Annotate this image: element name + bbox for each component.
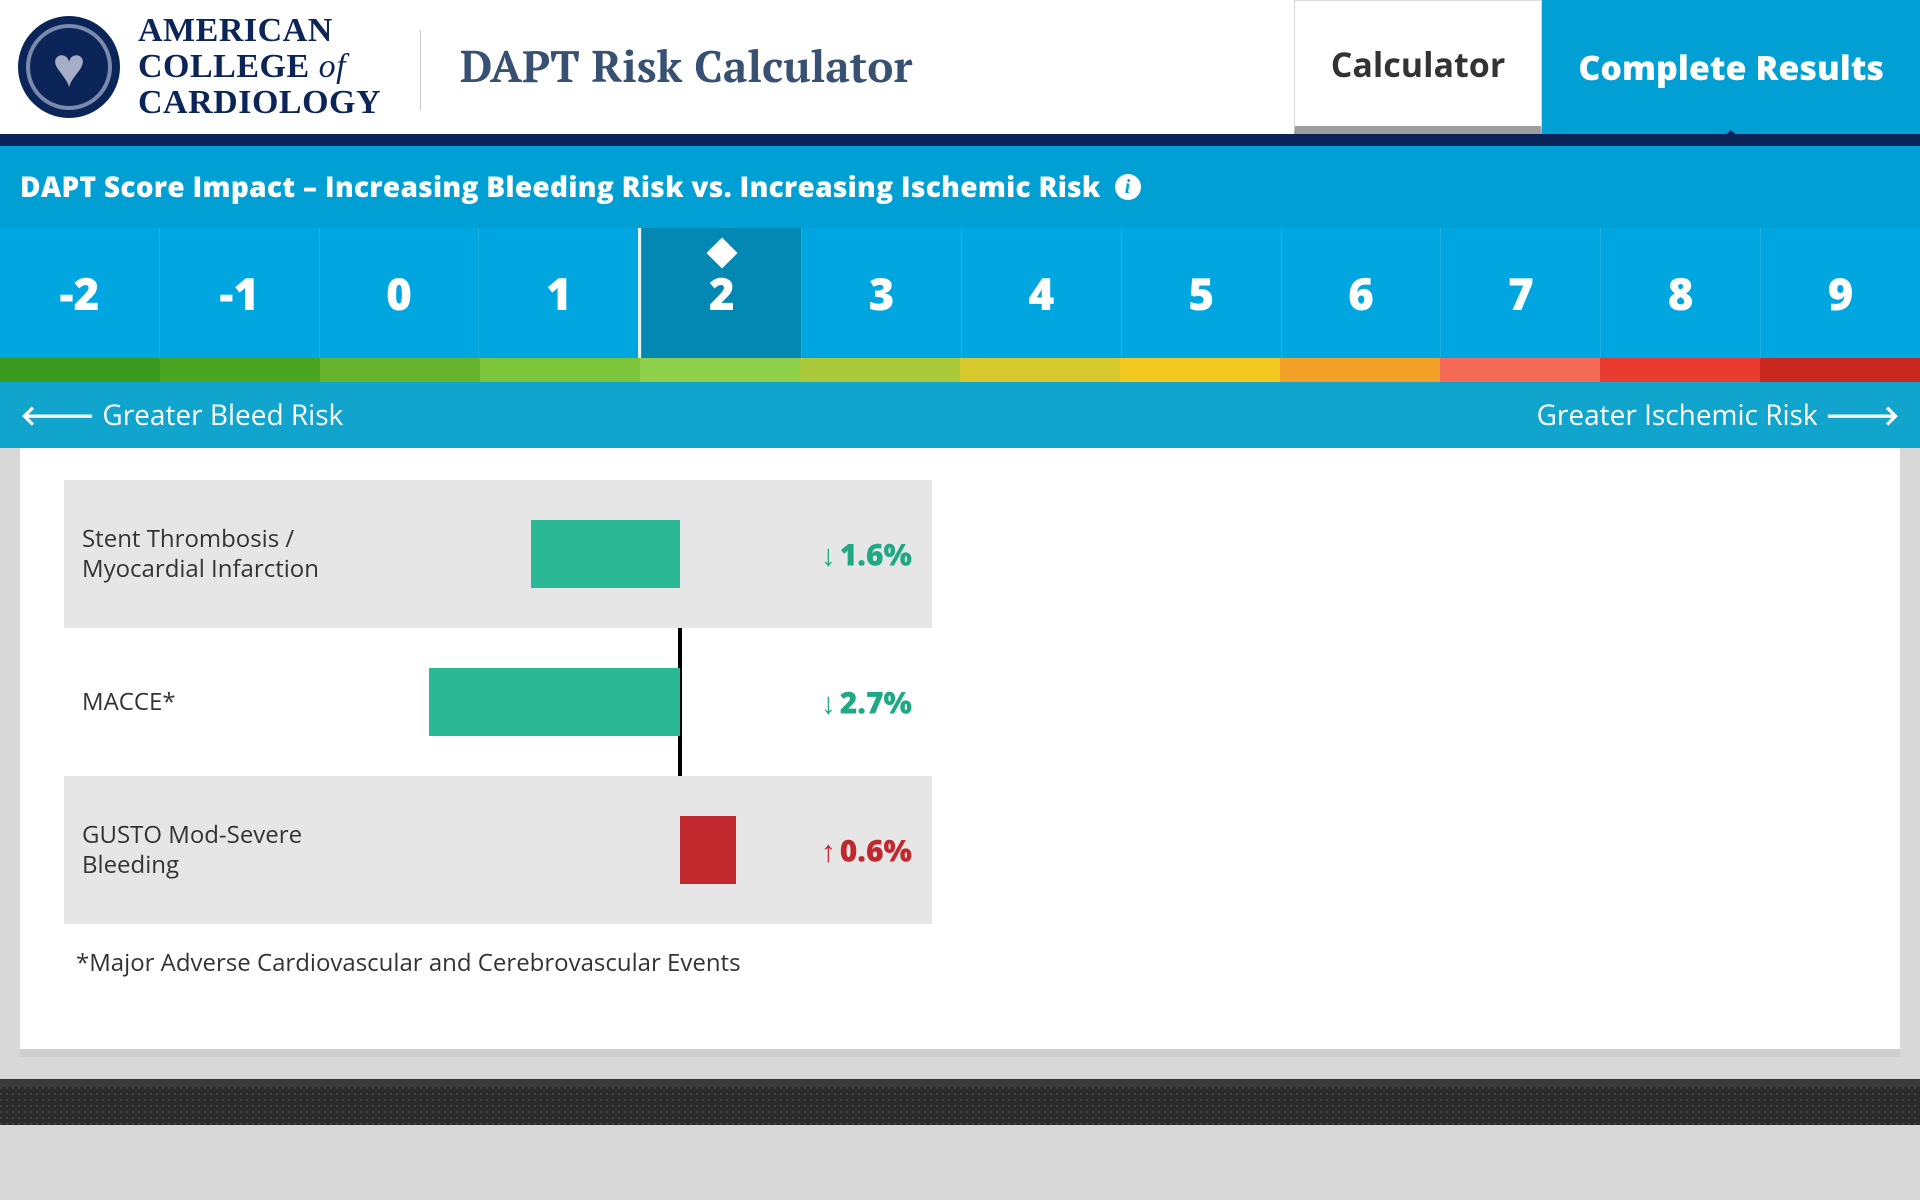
score-cell-3[interactable]: 3: [801, 228, 961, 358]
score-gradient-seg-9: [1440, 358, 1600, 382]
app-title: DAPT Risk Calculator: [460, 36, 912, 95]
header-tabs: Calculator Complete Results: [1294, 0, 1920, 134]
app-header: AMERICAN COLLEGE of CARDIOLOGY DAPT Risk…: [0, 0, 1920, 146]
impact-value: ↓ 2.7%: [821, 682, 912, 723]
score-gradient-seg-11: [1760, 358, 1920, 382]
tab-results-label: Complete Results: [1578, 44, 1884, 90]
score-gradient-seg-4: [640, 358, 800, 382]
score-gradient-seg-8: [1280, 358, 1440, 382]
legend-ischemic-text: Greater Ischemic Risk: [1537, 396, 1818, 434]
arrow-down-icon: ↓: [821, 534, 836, 575]
brand-line2: COLLEGE of: [138, 49, 381, 85]
score-selected-marker-icon: [706, 237, 737, 268]
score-cell--1[interactable]: -1: [159, 228, 319, 358]
brand-name: AMERICAN COLLEGE of CARDIOLOGY: [138, 13, 381, 120]
score-cell--2[interactable]: -2: [0, 228, 159, 358]
brand-line1: AMERICAN: [138, 13, 381, 49]
impact-bar: [429, 668, 680, 736]
score-cell-9[interactable]: 9: [1760, 228, 1920, 358]
impact-row-label: Stent Thrombosis /Myocardial Infarction: [64, 524, 354, 584]
impact-row: GUSTO Mod-SevereBleeding ↑ 0.6%: [64, 776, 932, 924]
score-cell-4[interactable]: 4: [961, 228, 1121, 358]
info-icon[interactable]: i: [1115, 174, 1141, 200]
impact-bar: [531, 520, 680, 588]
score-gradient-row: [0, 358, 1920, 382]
score-gradient-seg-10: [1600, 358, 1760, 382]
impact-bar-area: ↓ 2.7%: [354, 668, 932, 736]
score-cell-6[interactable]: 6: [1281, 228, 1441, 358]
legend-ischemic: Greater Ischemic Risk 🡒: [1537, 396, 1900, 434]
tab-calculator[interactable]: Calculator: [1294, 0, 1543, 134]
score-scale: -2-10123456789 🡐 Greater Bleed Risk Grea…: [0, 228, 1920, 448]
score-cell-8[interactable]: 8: [1600, 228, 1760, 358]
impact-bar-area: ↓ 1.6%: [354, 520, 932, 588]
score-gradient-seg-2: [320, 358, 480, 382]
chart-footnote: *Major Adverse Cardiovascular and Cerebr…: [64, 946, 1856, 979]
impact-chart: Stent Thrombosis /Myocardial Infarction ↓…: [64, 480, 932, 924]
impact-row: Stent Thrombosis /Myocardial Infarction ↓…: [64, 480, 932, 628]
score-gradient-seg-7: [1120, 358, 1280, 382]
score-cell-0[interactable]: 0: [319, 228, 479, 358]
panel-title-text: DAPT Score Impact – Increasing Bleeding …: [20, 168, 1101, 206]
arrow-down-icon: ↓: [821, 682, 836, 723]
tab-active-caret-icon: [1713, 130, 1749, 146]
legend-bleed: 🡐 Greater Bleed Risk: [20, 396, 343, 434]
score-legend: 🡐 Greater Bleed Risk Greater Ischemic Ri…: [0, 382, 1920, 448]
tab-calculator-label: Calculator: [1331, 41, 1506, 87]
impact-row-label: GUSTO Mod-SevereBleeding: [64, 820, 354, 880]
tab-complete-results[interactable]: Complete Results: [1542, 0, 1920, 134]
score-gradient-seg-3: [480, 358, 640, 382]
score-cell-2[interactable]: 2: [641, 228, 801, 358]
impact-bar-area: ↑ 0.6%: [354, 816, 932, 884]
impact-value: ↓ 1.6%: [821, 534, 912, 575]
panel-title-bar: DAPT Score Impact – Increasing Bleeding …: [0, 146, 1920, 228]
legend-bleed-text: Greater Bleed Risk: [102, 396, 343, 434]
impact-value: ↑ 0.6%: [821, 830, 912, 871]
results-content: Stent Thrombosis /Myocardial Infarction ↓…: [20, 448, 1900, 1049]
score-cell-7[interactable]: 7: [1440, 228, 1600, 358]
impact-row: MACCE* ↓ 2.7%: [64, 628, 932, 776]
score-gradient-seg-5: [800, 358, 960, 382]
score-scale-row: -2-10123456789: [0, 228, 1920, 358]
header-divider: [420, 30, 421, 110]
score-impact-panel: DAPT Score Impact – Increasing Bleeding …: [0, 146, 1920, 448]
impact-row-label: MACCE*: [64, 687, 354, 717]
impact-bar: [680, 816, 736, 884]
score-gradient-seg-0: [0, 358, 160, 382]
page-footer: [0, 1079, 1920, 1125]
impact-value-text: 0.6%: [840, 830, 912, 871]
impact-value-text: 1.6%: [840, 534, 912, 575]
brand-seal-icon: [18, 16, 120, 118]
brand-line3: CARDIOLOGY: [138, 85, 381, 121]
score-gradient-seg-1: [160, 358, 320, 382]
arrow-up-icon: ↑: [821, 830, 836, 871]
brand-logo: AMERICAN COLLEGE of CARDIOLOGY: [18, 8, 408, 126]
arrow-left-icon: 🡐: [20, 396, 102, 434]
score-cell-1[interactable]: 1: [478, 228, 641, 358]
score-gradient-seg-6: [960, 358, 1120, 382]
score-cell-5[interactable]: 5: [1121, 228, 1281, 358]
impact-value-text: 2.7%: [840, 682, 912, 723]
arrow-right-icon: 🡒: [1825, 396, 1900, 434]
